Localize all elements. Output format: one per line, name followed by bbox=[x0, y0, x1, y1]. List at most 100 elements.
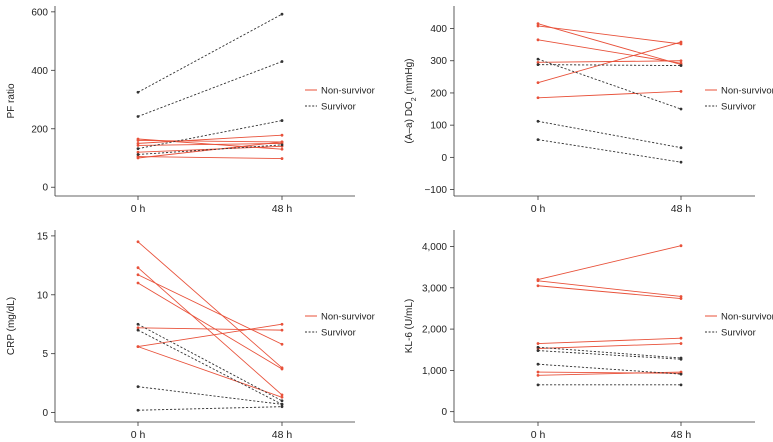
y-tick-label: 200 bbox=[31, 124, 48, 135]
x-tick-label: 0 h bbox=[531, 203, 546, 215]
data-point bbox=[679, 336, 683, 340]
non-survivor-series-line bbox=[137, 267, 283, 396]
data-point bbox=[536, 284, 540, 288]
survivor-series-line bbox=[537, 139, 682, 163]
x-tick-label: 48 h bbox=[671, 429, 692, 441]
data-point bbox=[679, 89, 683, 93]
y-axis-label: PF ratio bbox=[6, 83, 17, 118]
data-point bbox=[136, 408, 140, 412]
non-survivor-series-line bbox=[537, 39, 682, 64]
x-tick-label: 0 h bbox=[131, 429, 146, 441]
data-point bbox=[136, 328, 140, 332]
x-tick-label: 0 h bbox=[531, 429, 546, 441]
legend-label-non-survivor: Non-survivor bbox=[321, 312, 375, 323]
y-tick-label: 300 bbox=[430, 56, 447, 67]
panel-crp: 0 5 10 15 0 h 48 h CRP (mg/dL) Non-survivor Surv… bbox=[6, 230, 375, 441]
data-point bbox=[280, 399, 284, 403]
y-tick-label: 15 bbox=[37, 231, 49, 242]
non-survivor-series-line bbox=[537, 90, 682, 99]
y-tick-label: 0 bbox=[42, 183, 48, 194]
data-point bbox=[136, 156, 140, 160]
data-point bbox=[280, 143, 284, 147]
data-point bbox=[136, 144, 140, 147]
y-tick-label: 400 bbox=[31, 66, 48, 77]
data-point bbox=[536, 345, 540, 349]
x-tick-label: 0 h bbox=[131, 203, 146, 215]
x-tick-label: 48 h bbox=[671, 203, 692, 215]
x-tick-label: 48 h bbox=[272, 203, 293, 215]
data-point bbox=[536, 60, 540, 64]
data-point bbox=[280, 133, 284, 137]
y-tick-label: 0 bbox=[441, 153, 447, 164]
data-point bbox=[536, 63, 540, 67]
data-point bbox=[136, 345, 140, 349]
y-tick-label: 5 bbox=[42, 349, 48, 360]
legend-label-non-survivor: Non-survivor bbox=[721, 86, 773, 97]
survivor-series-line bbox=[137, 386, 283, 405]
data-point bbox=[280, 12, 284, 16]
data-point bbox=[536, 383, 540, 387]
data-point bbox=[280, 157, 284, 160]
data-point bbox=[136, 150, 140, 154]
legend-label-survivor: Survivor bbox=[321, 102, 356, 113]
data-point bbox=[136, 115, 140, 118]
data-point bbox=[280, 60, 284, 63]
non-survivor-series-line bbox=[537, 60, 682, 63]
data-point bbox=[280, 342, 284, 346]
y-tick-label: 1,000 bbox=[422, 366, 447, 377]
data-point bbox=[536, 96, 540, 100]
y-tick-label: 100 bbox=[430, 121, 447, 132]
non-survivor-series-line bbox=[537, 41, 682, 84]
y-axis-label: KL-6 (U/mL) bbox=[404, 299, 415, 353]
y-tick-label: 400 bbox=[430, 24, 447, 35]
legend: Non-survivor Survivor bbox=[705, 86, 773, 113]
survivor-series-line bbox=[137, 406, 283, 411]
legend: Non-survivor Survivor bbox=[305, 312, 375, 339]
legend: Non-survivor Survivor bbox=[305, 86, 375, 113]
data-point bbox=[679, 64, 683, 67]
legend-label-non-survivor: Non-survivor bbox=[721, 312, 773, 323]
data-point bbox=[536, 370, 540, 374]
data-point bbox=[679, 372, 683, 376]
data-point bbox=[679, 107, 683, 111]
non-survivor-series-line bbox=[137, 274, 283, 345]
non-survivor-series-line bbox=[137, 327, 283, 331]
data-point bbox=[536, 24, 540, 28]
non-survivor-series-line bbox=[137, 156, 283, 160]
y-tick-label: 10 bbox=[37, 290, 49, 301]
data-point bbox=[136, 281, 140, 285]
data-point bbox=[280, 405, 284, 409]
survivor-series-line bbox=[537, 350, 682, 360]
data-point bbox=[679, 295, 683, 298]
data-point bbox=[536, 81, 540, 85]
survivor-series-line bbox=[137, 329, 283, 405]
survivor-series-line bbox=[137, 13, 283, 93]
data-point bbox=[679, 59, 683, 63]
y-tick-label: 600 bbox=[31, 7, 48, 18]
panel-kl6: 0 1,000 2,000 3,000 4,000 0 h 48 h KL-6 (U/mL) N… bbox=[404, 230, 773, 441]
non-survivor-series-line bbox=[137, 346, 283, 398]
data-point bbox=[136, 90, 140, 94]
y-tick-label: 2,000 bbox=[422, 325, 447, 336]
legend-label-non-survivor: Non-survivor bbox=[321, 86, 375, 97]
data-point bbox=[536, 373, 540, 377]
non-survivor-series-line bbox=[537, 285, 682, 299]
y-tick-label: 0 bbox=[42, 408, 48, 419]
non-survivor-series-line bbox=[137, 134, 283, 144]
legend-label-survivor: Survivor bbox=[721, 102, 756, 113]
data-point bbox=[679, 383, 683, 387]
non-survivor-series-line bbox=[137, 282, 283, 370]
non-survivor-series-line bbox=[537, 371, 682, 376]
data-point bbox=[136, 141, 140, 145]
y-tick-label: 0 bbox=[441, 407, 447, 418]
y-tick-label: 3,000 bbox=[422, 283, 447, 294]
data-point bbox=[536, 57, 540, 61]
data-point bbox=[280, 328, 284, 332]
data-point bbox=[280, 322, 284, 326]
panel-pf: 0 200 400 600 0 h 48 h PF ratio Non-survivor Sur… bbox=[6, 6, 375, 215]
data-point bbox=[136, 240, 140, 244]
data-point bbox=[280, 367, 284, 371]
x-tick-label: 48 h bbox=[272, 429, 293, 441]
data-point bbox=[679, 160, 683, 164]
